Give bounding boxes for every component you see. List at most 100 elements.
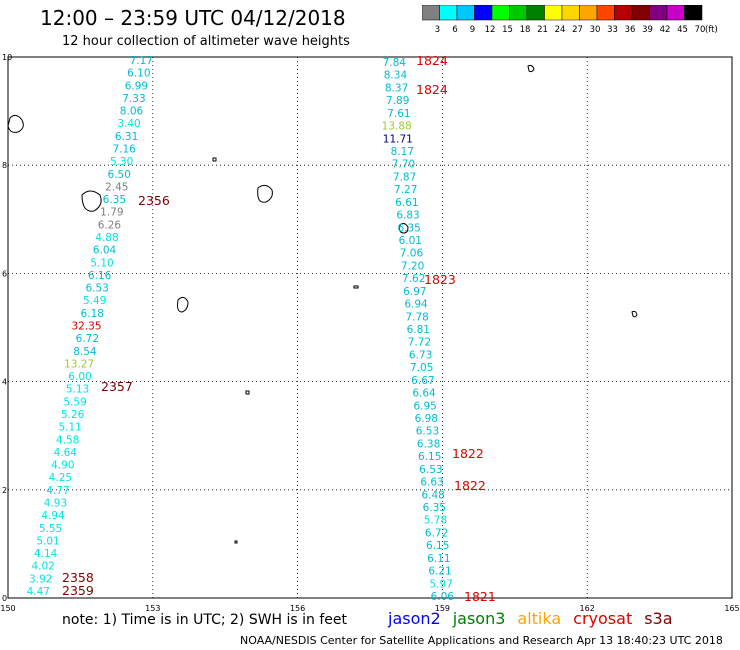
swh-value: 13.88 xyxy=(382,121,412,133)
satellite-jason2: jason2 xyxy=(388,609,441,628)
y-tick-label: 8 xyxy=(2,161,7,170)
time-label: 2357 xyxy=(101,379,133,394)
swh-value: 7.05 xyxy=(410,362,433,374)
swh-value: 5.97 xyxy=(429,578,452,590)
swh-value: 6.64 xyxy=(412,388,436,400)
island-outline xyxy=(234,540,238,544)
swh-value: 6.26 xyxy=(98,219,122,231)
swh-value: 6.72 xyxy=(76,333,99,345)
island-outline xyxy=(257,184,273,203)
swh-value: 6.63 xyxy=(420,477,443,489)
swh-value: 8.37 xyxy=(385,82,408,94)
swh-value: 7.84 xyxy=(383,57,407,69)
island-outline xyxy=(353,285,359,289)
map-frame xyxy=(7,56,733,599)
x-tick-label: 162 xyxy=(580,604,595,613)
swh-value: 7.33 xyxy=(122,93,145,105)
swh-value: 6.01 xyxy=(399,235,422,247)
x-tick-label: 156 xyxy=(290,604,305,613)
swh-value: 7.78 xyxy=(405,311,428,323)
swh-value: 6.21 xyxy=(428,566,451,578)
satellite-altika: altika xyxy=(517,609,562,628)
swh-value: 7.16 xyxy=(112,144,136,156)
island-outline xyxy=(527,64,535,73)
swh-value: 2.45 xyxy=(105,181,128,193)
swh-value: 8.34 xyxy=(384,70,408,82)
swh-value: 6.81 xyxy=(407,324,430,336)
satellite-cryosat: cryosat xyxy=(573,609,633,628)
colorbar-label: 21 xyxy=(537,25,548,35)
time-label: 1822 xyxy=(454,478,486,493)
y-tick-label: 6 xyxy=(2,269,7,278)
swh-value: 4.14 xyxy=(34,548,58,560)
swh-value: 7.89 xyxy=(386,95,409,107)
time-label: 1824 xyxy=(416,82,448,97)
swh-value: 6.67 xyxy=(411,375,434,387)
swh-value: 6.06 xyxy=(431,591,455,603)
swh-value: 4.64 xyxy=(54,447,78,459)
swh-value: 6.16 xyxy=(88,270,112,282)
swh-value: 3.40 xyxy=(117,118,140,130)
colorbar-label: 27 xyxy=(572,25,583,35)
x-tick-label: 150 xyxy=(0,604,15,613)
colorbar-swatch xyxy=(684,5,703,21)
swh-value: 7.70 xyxy=(392,159,415,171)
swh-value: 13.27 xyxy=(64,358,94,370)
swh-value: 6.53 xyxy=(419,464,442,476)
island-outline xyxy=(245,390,250,395)
swh-value: 4.93 xyxy=(44,498,67,510)
swh-value: 6.31 xyxy=(115,131,138,143)
island-outline xyxy=(177,296,189,313)
island-outline xyxy=(212,157,217,162)
colorbar-label: 70 xyxy=(695,25,706,35)
swh-value: 6.35 xyxy=(423,502,446,514)
swh-value: 6.15 xyxy=(426,540,449,552)
swh-value: 5.26 xyxy=(61,409,85,421)
swh-value: 6.72 xyxy=(425,527,448,539)
y-tick-label: 4 xyxy=(2,378,7,387)
track-left: 7.176.106.997.338.063.406.317.165.306.50… xyxy=(27,55,153,598)
y-tick-label: 10 xyxy=(2,53,12,62)
swh-value: 5.01 xyxy=(36,535,59,547)
axis-labels: 150 153 156 159 162 165 0 2 4 6 8 10 xyxy=(0,53,739,613)
swh-value: 5.30 xyxy=(110,156,133,168)
colorbar-label: 9 xyxy=(470,25,475,35)
swh-value: 5.59 xyxy=(63,396,86,408)
swh-value: 6.61 xyxy=(395,197,418,209)
y-tick-label: 0 xyxy=(2,594,7,603)
colorbar-label: 12 xyxy=(485,25,496,35)
swh-value: 8.54 xyxy=(73,346,97,358)
swh-value: 7.17 xyxy=(130,55,153,67)
map-subtitle: 12 hour collection of altimeter wave hei… xyxy=(62,34,350,49)
footer-note: note: 1) Time is in UTC; 2) SWH is in fe… xyxy=(62,612,348,628)
x-tick-label: 165 xyxy=(724,604,739,613)
swh-value: 6.35 xyxy=(397,222,420,234)
satellite-legend: jason2 jason3 altika cryosat s3a xyxy=(388,609,685,628)
swh-value: 7.20 xyxy=(401,260,424,272)
swh-value: 7.27 xyxy=(394,184,417,196)
time-label: 1821 xyxy=(464,589,496,604)
colorbar-label: 30 xyxy=(590,25,601,35)
credit-line: NOAA/NESDIS Center for Satellite Applica… xyxy=(240,634,723,647)
swh-value: 6.98 xyxy=(415,413,438,425)
swh-value: 8.17 xyxy=(391,146,414,158)
satellite-jason3: jason3 xyxy=(452,609,506,628)
swh-value: 5.55 xyxy=(39,523,62,535)
swh-value: 5.10 xyxy=(90,257,113,269)
island-outline xyxy=(631,310,638,318)
swh-value: 7.87 xyxy=(393,171,416,183)
grid-lines xyxy=(7,56,733,599)
swh-value: 6.35 xyxy=(103,194,126,206)
island-outline xyxy=(7,114,24,133)
island-outline xyxy=(399,222,409,234)
swh-value: 6.38 xyxy=(417,438,440,450)
swh-value: 6.53 xyxy=(85,283,108,295)
swh-value: 6.73 xyxy=(409,349,432,361)
swh-value: 8.06 xyxy=(120,106,144,118)
swh-value: 6.04 xyxy=(93,245,117,257)
swh-value: 5.13 xyxy=(66,384,89,396)
track-right: 7.848.348.377.897.6113.8811.718.177.707.… xyxy=(382,57,455,603)
swh-value: 7.72 xyxy=(408,337,431,349)
